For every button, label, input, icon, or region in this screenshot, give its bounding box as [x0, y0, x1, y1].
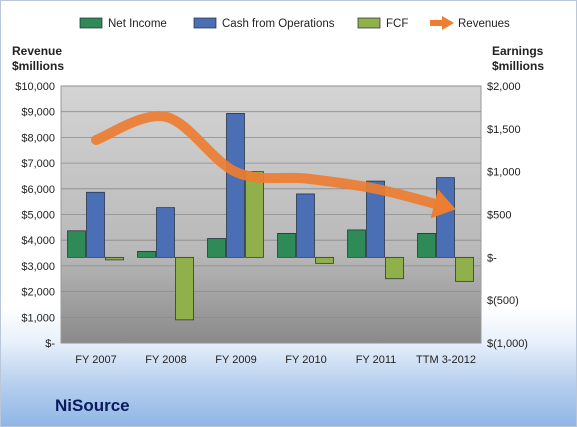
left-tick-label: $3,000	[21, 261, 55, 273]
bar-net-income	[277, 232, 296, 258]
left-tick-label: $5,000	[21, 210, 55, 222]
category-label: FY 2011	[356, 354, 397, 366]
left-tick-label: $9,000	[21, 107, 55, 119]
company-name: NiSource	[55, 396, 130, 415]
right-tick-label: $-	[487, 252, 497, 264]
legend-swatch-fcf	[357, 17, 381, 29]
category-label: FY 2009	[215, 354, 256, 366]
bar-net-income	[67, 230, 86, 258]
legend-arrow-revenues	[442, 16, 454, 30]
legend-swatch-net-income	[79, 17, 103, 29]
left-tick-label: $4,000	[21, 235, 55, 247]
legend: Net Income Cash from Operations FCF Revenue…	[79, 16, 510, 30]
left-axis-title-line2: $millions	[12, 59, 65, 73]
bar-net-income	[347, 229, 366, 258]
legend-label: Revenues	[458, 18, 510, 30]
right-axis-title-line2: $millions	[492, 59, 545, 73]
legend-label: FCF	[386, 18, 408, 30]
legend-label: Cash from Operations	[222, 18, 335, 30]
category-label: FY 2008	[145, 354, 186, 366]
left-tick-label: $2,000	[21, 287, 55, 299]
left-tick-label: $6,000	[21, 184, 55, 196]
right-tick-label: $(500)	[487, 295, 519, 307]
left-tick-label: $1,000	[21, 312, 55, 324]
category-label: FY 2010	[285, 354, 326, 366]
category-label: FY 2007	[75, 354, 116, 366]
bar-cash-from-operations	[366, 180, 385, 258]
left-tick-label: $-	[45, 338, 55, 350]
revenue-arrowhead	[430, 189, 456, 219]
revenue-line	[91, 111, 451, 212]
left-tick-label: $8,000	[21, 132, 55, 144]
bar-net-income	[417, 232, 436, 258]
right-tick-label: $1,500	[487, 124, 521, 136]
left-tick-label: $7,000	[21, 158, 55, 170]
bar-cash-from-operations	[156, 207, 175, 258]
legend-label: Net Income	[108, 18, 167, 30]
bar-cash-from-operations	[296, 193, 315, 258]
right-tick-label: $2,000	[487, 81, 521, 93]
left-tick-label: $10,000	[15, 81, 55, 93]
bar-fcf	[105, 256, 124, 261]
legend-swatch-cash-from-operations	[193, 17, 217, 29]
right-tick-label: $500	[487, 210, 511, 222]
bar-cash-from-operations	[226, 113, 245, 258]
bar-cash-from-operations	[86, 191, 105, 258]
bar-cash-from-operations	[436, 177, 455, 258]
bar-series-group	[67, 113, 474, 321]
bar-net-income	[207, 238, 226, 258]
bar-fcf	[315, 256, 334, 264]
category-label: TTM 3-2012	[416, 354, 476, 366]
bar-net-income	[137, 250, 156, 258]
right-axis-title-line1: Earnings	[492, 44, 544, 58]
bar-fcf	[245, 171, 264, 258]
left-axis-title-line1: Revenue	[12, 44, 63, 58]
right-tick-label: $1,000	[487, 167, 521, 179]
bar-fcf	[385, 256, 404, 280]
left-axis-title: Revenue $millions	[12, 44, 64, 74]
bar-fcf	[175, 256, 194, 321]
right-axis-title: Earnings $millions	[492, 44, 544, 74]
right-tick-label: $(1,000)	[487, 338, 528, 350]
bar-fcf	[455, 256, 474, 282]
